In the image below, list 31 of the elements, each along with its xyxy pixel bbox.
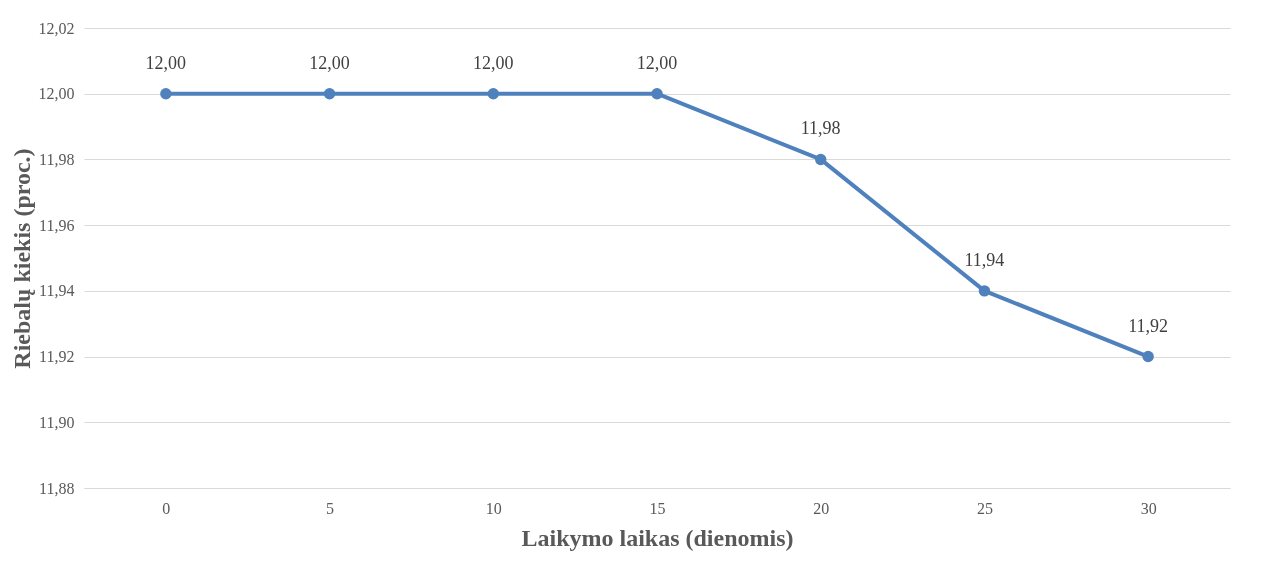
y-tick-label: 11,94 (39, 282, 75, 300)
x-tick-label: 30 (1140, 499, 1157, 517)
y-axis-title: Riebalų kiekis (proc.) (8, 148, 35, 369)
data-label: 12,00 (309, 52, 350, 73)
y-tick-label: 11,96 (39, 216, 75, 234)
x-tick-label: 5 (326, 499, 335, 517)
data-label: 11,92 (1128, 315, 1169, 336)
data-label: 12,00 (145, 52, 187, 73)
point (160, 88, 172, 100)
y-tick-label: 11,98 (39, 150, 75, 168)
data-label: 12,00 (636, 52, 678, 73)
data-label: 12,00 (473, 52, 514, 73)
y-tick-label: 12,02 (38, 19, 75, 37)
x-tick-label: 20 (813, 499, 830, 517)
x-tick-label: 10 (485, 499, 502, 517)
x-tick-label: 0 (162, 499, 171, 517)
x-axis-title: Laikymo laikas (dienomis) (521, 524, 794, 551)
y-tick-label: 11,90 (39, 413, 75, 431)
point (651, 88, 663, 100)
data-label: 11,94 (964, 249, 1005, 270)
point (323, 88, 336, 100)
y-tick-label: 11,92 (39, 348, 75, 366)
point (487, 88, 499, 100)
data-label: 11,98 (800, 118, 841, 139)
point (978, 285, 991, 297)
y-tick-label: 11,88 (39, 479, 75, 497)
y-tick-label: 12,00 (38, 85, 75, 103)
point (815, 153, 827, 166)
point (1142, 350, 1154, 363)
x-tick-label: 25 (976, 499, 993, 517)
x-tick-label: 15 (649, 499, 666, 517)
